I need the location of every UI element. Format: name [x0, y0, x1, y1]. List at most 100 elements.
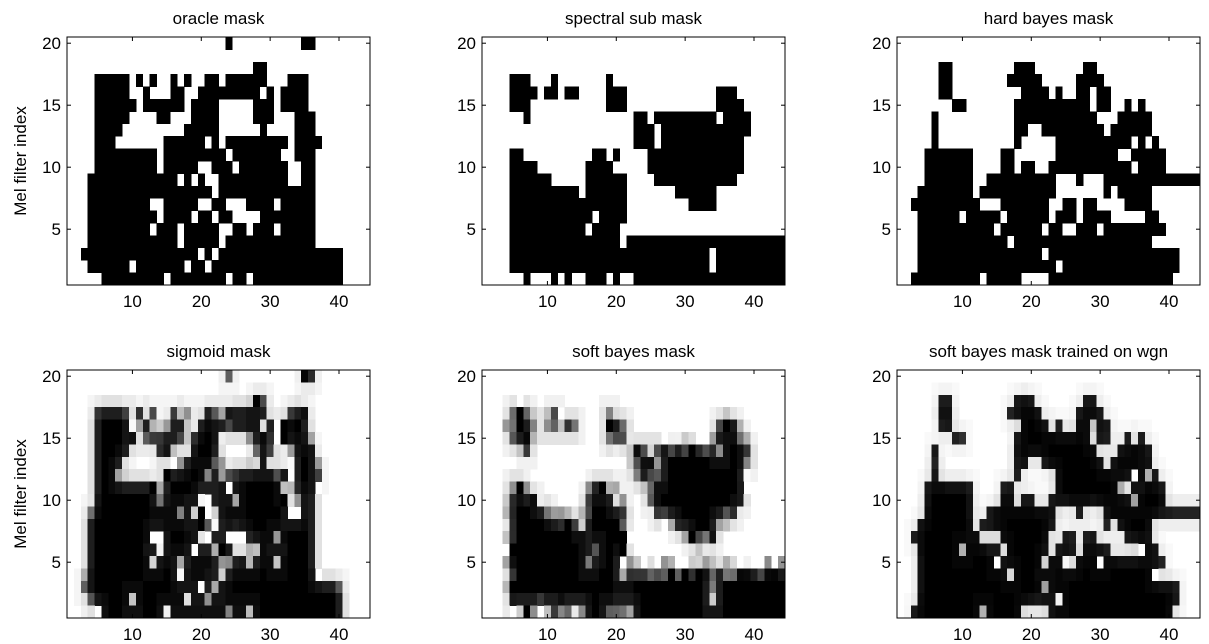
mask-cell — [1110, 272, 1118, 286]
mask-cell — [1007, 223, 1015, 236]
mask-cell — [197, 605, 206, 619]
mask-cell — [94, 123, 102, 137]
mask-cell — [757, 272, 765, 286]
mask-cell — [184, 185, 192, 199]
mask-cell — [729, 99, 738, 112]
mask-cell — [101, 494, 109, 507]
mask-cell — [232, 469, 240, 482]
mask-cell — [688, 593, 696, 606]
mask-cell — [239, 469, 247, 482]
mask-cell — [101, 531, 109, 544]
mask-cell — [218, 568, 226, 582]
mask-cell — [688, 185, 696, 199]
mask-cell — [163, 99, 171, 112]
mask-cell — [709, 198, 717, 211]
mask-cell — [239, 185, 247, 199]
mask-cell — [108, 407, 116, 420]
mask-cell — [736, 247, 745, 261]
mask-cell — [122, 394, 130, 408]
y-tick-label: 10 — [872, 491, 891, 510]
mask-cell — [723, 407, 731, 420]
mask-cell — [910, 506, 919, 520]
mask-cell — [1082, 494, 1091, 507]
mask-cell — [537, 407, 545, 420]
mask-cell — [654, 593, 662, 606]
mask-cell — [170, 593, 178, 606]
mask-cell — [149, 605, 157, 619]
mask-cell — [1027, 518, 1036, 532]
mask-cell — [1076, 444, 1084, 458]
mask-cell — [321, 568, 330, 582]
mask-cell — [938, 260, 946, 273]
mask-cell — [108, 198, 116, 211]
mask-cell — [986, 235, 994, 249]
mask-cell — [308, 481, 316, 495]
mask-cell — [280, 136, 288, 149]
mask-cell — [537, 223, 545, 236]
mask-cell — [1103, 235, 1111, 249]
mask-cell — [537, 506, 545, 520]
mask-cell — [211, 518, 219, 532]
mask-cell — [695, 260, 703, 273]
mask-cell — [654, 432, 662, 445]
mask-cell — [101, 123, 109, 137]
mask-cell — [128, 210, 137, 224]
mask-cell — [108, 161, 116, 174]
mask-cell — [1020, 432, 1029, 445]
mask-cell — [931, 148, 939, 162]
mask-cell — [273, 593, 281, 606]
mask-cell — [667, 556, 676, 569]
mask-cell — [578, 518, 586, 532]
mask-cell — [1007, 444, 1015, 458]
mask-cell — [259, 531, 268, 544]
mask-cell — [986, 531, 994, 544]
mask-cell — [1007, 407, 1015, 420]
mask-cell — [1165, 173, 1173, 187]
mask-cell — [225, 210, 233, 224]
mask-cell — [958, 148, 967, 162]
mask-cell — [557, 518, 566, 532]
mask-cell — [308, 161, 316, 174]
mask-cell — [115, 432, 123, 445]
mask-cell — [1027, 394, 1036, 408]
mask-cell — [1131, 494, 1139, 507]
mask-cell — [709, 111, 717, 125]
mask-cell — [128, 185, 137, 199]
mask-cell — [142, 481, 151, 495]
mask-cell — [1151, 444, 1160, 458]
mask-cell — [605, 161, 614, 174]
mask-cell — [232, 568, 240, 582]
mask-cell — [1138, 419, 1146, 433]
mask-cell — [1027, 223, 1036, 236]
mask-cell — [108, 456, 116, 470]
mask-cell — [163, 556, 171, 569]
mask-cell — [633, 432, 641, 445]
mask-cell — [239, 394, 247, 408]
mask-cell — [190, 605, 199, 619]
mask-cell — [294, 210, 302, 224]
mask-cell — [1041, 407, 1049, 420]
mask-cell — [1144, 568, 1153, 582]
mask-cell — [204, 99, 213, 112]
mask-cell — [1014, 235, 1022, 249]
mask-cell — [301, 247, 309, 261]
mask-cell — [557, 432, 566, 445]
mask-cell — [1076, 494, 1084, 507]
mask-cell — [177, 419, 185, 433]
mask-cell — [674, 173, 683, 187]
mask-cell — [972, 568, 981, 582]
mask-cell — [308, 394, 316, 408]
mask-cell — [1027, 382, 1036, 396]
mask-cell — [1027, 210, 1036, 224]
mask-cell — [1172, 568, 1180, 582]
mask-cell — [1110, 161, 1118, 174]
mask-cell — [101, 148, 109, 162]
mask-cell — [170, 185, 178, 199]
mask-cell — [177, 444, 185, 458]
mask-cell — [667, 456, 676, 470]
mask-cell — [1069, 543, 1077, 557]
mask-cell — [605, 432, 614, 445]
mask-cell — [661, 580, 669, 594]
mask-cell — [1172, 593, 1180, 606]
